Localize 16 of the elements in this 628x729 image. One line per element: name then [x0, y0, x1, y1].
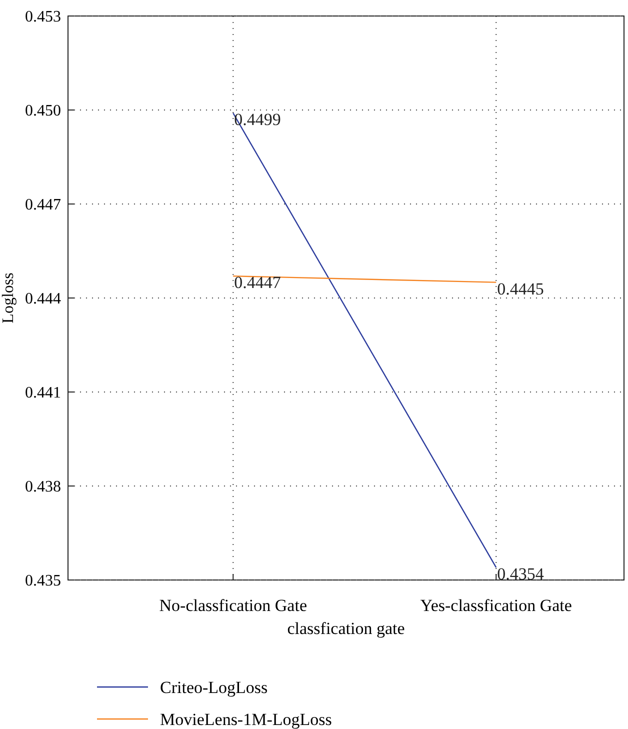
data-label: 0.4354 — [497, 564, 544, 584]
data-label: 0.4445 — [497, 279, 544, 298]
legend-label: MovieLens-1M-LogLoss — [160, 710, 332, 729]
y-tick-label: 0.441 — [25, 384, 61, 402]
y-tick-label: 0.453 — [25, 8, 61, 26]
x-tick-label: Yes-classfication Gate — [420, 596, 572, 615]
legend-label: Criteo-LogLoss — [160, 678, 268, 697]
x-tick-label: No-classfication Gate — [159, 596, 308, 615]
x-axis-title: classfication gate — [287, 619, 405, 638]
y-tick-label: 0.450 — [25, 102, 61, 120]
y-tick-label: 0.447 — [25, 196, 61, 214]
data-label: 0.4447 — [234, 273, 282, 292]
y-axis-title: Logloss — [0, 272, 17, 324]
y-tick-label: 0.435 — [25, 572, 61, 590]
y-tick-label: 0.444 — [25, 290, 61, 308]
y-tick-label: 0.438 — [25, 478, 61, 496]
